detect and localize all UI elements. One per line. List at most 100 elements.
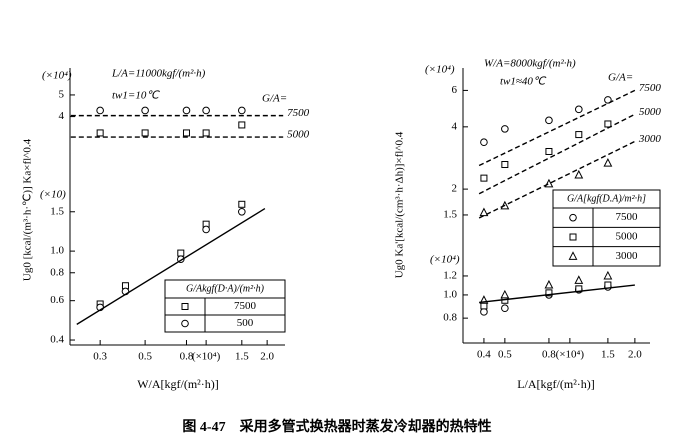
marker-square — [480, 302, 488, 310]
marker-square — [604, 120, 612, 128]
marker-circle — [182, 106, 191, 115]
annotation: (×10⁴) — [42, 70, 72, 82]
x-axis-label: L/A[kgf/(m²·h)] — [517, 377, 595, 391]
annotation: (×10⁴) — [430, 254, 460, 266]
marker-circle — [96, 106, 104, 115]
x-tick-label: 0.8 — [180, 351, 194, 363]
x-tick-label: 2.0 — [260, 351, 274, 363]
marker-circle — [238, 207, 246, 216]
y-tick-label: 1.2 — [443, 269, 457, 281]
line-label: 5000 — [287, 129, 310, 141]
y-axis-label: Ug0 [kcal/(m³·h·℃)] Ka×fl^0.4 — [22, 138, 34, 281]
marker-circle — [238, 106, 246, 115]
marker-triangle — [603, 158, 613, 167]
y-tick-label: 1.0 — [50, 245, 64, 257]
legend-title: G/Akgf(D·A)/(m²·h) — [186, 283, 265, 294]
marker-triangle — [603, 270, 613, 280]
fit-line — [478, 113, 636, 195]
legend-title: G/A[kgf(D.A)/m²·h] — [567, 193, 646, 204]
marker-circle — [545, 116, 553, 125]
x-tick-label: 1.5 — [235, 351, 249, 363]
x-tick-label: 0.3 — [93, 351, 107, 363]
fit-line — [479, 284, 635, 304]
annotation: G/A= — [608, 72, 633, 84]
y-tick-label: 1.5 — [443, 208, 457, 220]
y-tick-label: 2 — [452, 183, 458, 195]
x-tick-label: 2.0 — [628, 349, 642, 361]
marker-triangle — [544, 279, 554, 289]
marker-circle — [181, 319, 189, 328]
y-tick-label: 6 — [452, 84, 458, 96]
marker-square — [202, 129, 210, 137]
marker-circle — [575, 105, 583, 114]
x-tick-label: (×10⁴) — [192, 351, 221, 363]
marker-circle — [480, 138, 488, 147]
annotation: G/A= — [262, 93, 287, 105]
legend-label: 5000 — [616, 231, 639, 243]
x-tick-label: 0.5 — [498, 349, 512, 361]
marker-circle — [501, 304, 509, 313]
y-axis-label: Ug0 Ka'[kcal/(cm³·h·Δh)]×fl^0.4 — [394, 131, 406, 278]
marker-triangle — [544, 178, 554, 188]
marker-square — [545, 147, 553, 155]
y-tick-label: 0.8 — [50, 266, 64, 278]
fit-line — [478, 89, 636, 167]
marker-circle — [480, 308, 488, 316]
y-tick-label: 0.6 — [50, 294, 64, 306]
x-tick-label: (×10⁴) — [556, 349, 585, 361]
x-tick-label: 1.5 — [601, 349, 615, 361]
annotation: W/A=8000kgf/(m²·h) — [484, 58, 576, 70]
y-tick-label: 0.4 — [50, 334, 64, 346]
marker-square — [182, 129, 190, 137]
line-label: 5000 — [639, 106, 662, 118]
marker-square — [141, 129, 149, 137]
x-tick-label: 0.4 — [477, 349, 491, 361]
marker-circle — [569, 213, 577, 222]
y-tick-label: 1.0 — [443, 288, 457, 300]
line-label: 7500 — [639, 82, 662, 94]
annotation: L/A=11000kgf/(m²·h) — [111, 68, 206, 80]
marker-circle — [202, 225, 210, 234]
legend-box — [552, 189, 661, 267]
y-tick-label: 4 — [59, 110, 65, 122]
x-axis-label: W/A[kgf/(m²·h)] — [137, 377, 219, 391]
marker-square — [238, 200, 246, 208]
marker-triangle — [568, 251, 578, 260]
legend-label: 7500 — [234, 300, 257, 312]
y-tick-label: 1.5 — [50, 205, 64, 217]
marker-circle — [501, 125, 509, 133]
annotation: tw1=10℃ — [112, 90, 160, 102]
marker-triangle — [574, 169, 584, 179]
marker-circle — [604, 96, 612, 104]
marker-square — [238, 121, 246, 129]
marker-triangle — [500, 289, 510, 299]
annotation: (×10⁴) — [425, 64, 455, 76]
marker-square — [545, 289, 553, 297]
marker-square — [480, 174, 488, 182]
annotation: (×10) — [40, 189, 66, 201]
line-label: 3000 — [638, 133, 662, 145]
legend-label: 500 — [237, 317, 254, 329]
marker-square — [177, 249, 185, 257]
marker-triangle — [479, 207, 489, 217]
fit-line — [478, 140, 636, 219]
y-tick-label: 0.8 — [443, 312, 457, 324]
x-tick-label: 0.5 — [138, 351, 152, 363]
figure-caption: 图 4-47 采用多管式换热器时蒸发冷却器的热特性 — [182, 418, 491, 435]
marker-square — [181, 303, 189, 310]
annotation: tw1≈40℃ — [500, 76, 547, 88]
x-tick-label: 0.8 — [542, 349, 556, 361]
marker-square — [569, 233, 577, 241]
y-tick-label: 5 — [59, 88, 65, 100]
marker-triangle — [574, 275, 584, 284]
marker-circle — [202, 106, 210, 115]
marker-square — [96, 129, 104, 137]
y-tick-label: 4 — [452, 120, 458, 132]
marker-square — [501, 161, 509, 169]
fit-line — [76, 207, 266, 325]
legend-label: 7500 — [616, 211, 639, 223]
marker-circle — [141, 106, 149, 115]
marker-square — [575, 131, 583, 139]
line-label: 7500 — [287, 107, 310, 119]
